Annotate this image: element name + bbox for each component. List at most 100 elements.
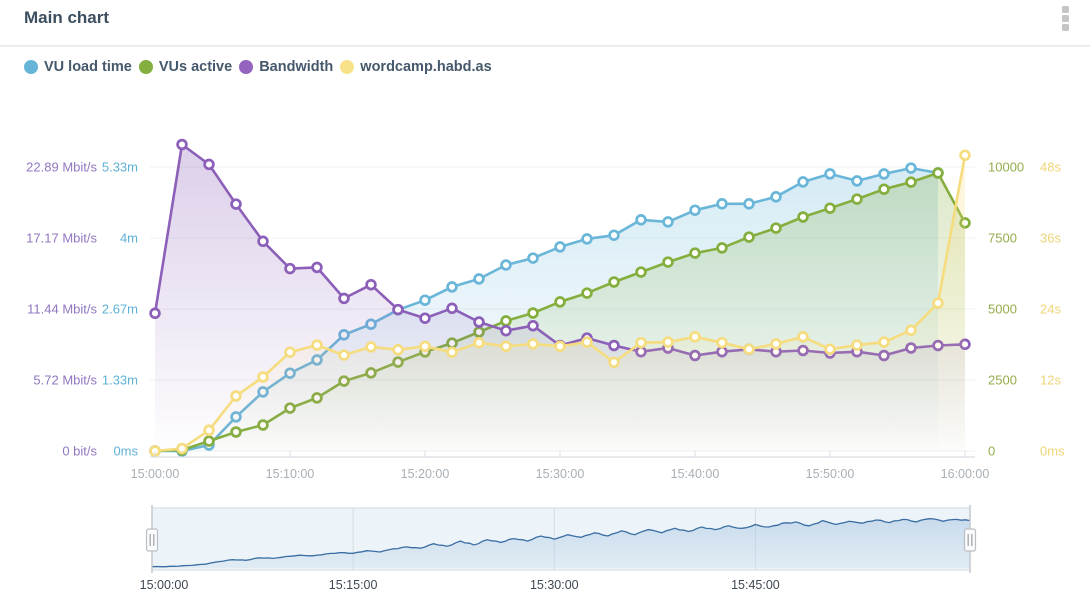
data-point-marker[interactable] (797, 331, 809, 343)
y-axis-label: 7500 (988, 231, 1017, 246)
data-point-marker[interactable] (959, 149, 971, 161)
data-point-marker[interactable] (608, 276, 620, 288)
legend-label: Bandwidth (259, 59, 334, 75)
data-point-marker[interactable] (284, 346, 296, 358)
data-point-marker[interactable] (446, 302, 458, 315)
data-point-marker[interactable] (581, 287, 593, 299)
data-point-marker[interactable] (635, 336, 647, 349)
navigator[interactable] (151, 507, 971, 571)
data-point-marker[interactable] (878, 168, 890, 180)
chart-plot-area[interactable] (150, 122, 975, 457)
data-point-marker[interactable] (203, 424, 215, 437)
data-point-marker[interactable] (230, 390, 242, 402)
data-point-marker[interactable] (635, 214, 647, 226)
data-point-marker[interactable] (716, 198, 728, 210)
data-point-marker[interactable] (500, 324, 512, 337)
data-point-marker[interactable] (608, 339, 620, 352)
data-point-marker[interactable] (905, 162, 917, 174)
legend-item-vus-active[interactable]: VUs active (138, 59, 232, 75)
legend-item-wordcamp-habd-as[interactable]: wordcamp.habd.as (340, 59, 492, 75)
data-point-marker[interactable] (311, 339, 323, 351)
data-point-marker[interactable] (446, 346, 458, 358)
data-point-marker[interactable] (176, 138, 188, 151)
data-point-marker[interactable] (689, 331, 701, 343)
data-point-marker[interactable] (716, 242, 728, 254)
data-point-marker[interactable] (392, 303, 404, 316)
data-point-marker[interactable] (635, 266, 647, 278)
data-point-marker[interactable] (473, 336, 485, 349)
data-point-marker[interactable] (554, 340, 566, 353)
data-point-marker[interactable] (662, 336, 674, 348)
data-point-marker[interactable] (527, 307, 539, 319)
data-point-marker[interactable] (500, 340, 512, 353)
kebab-menu-icon[interactable] (1059, 6, 1071, 32)
data-point-marker[interactable] (689, 204, 701, 216)
legend-item-bandwidth[interactable]: Bandwidth (239, 59, 333, 75)
data-point-marker[interactable] (473, 273, 485, 285)
data-point-marker[interactable] (662, 256, 674, 268)
data-point-marker[interactable] (176, 442, 188, 455)
data-point-marker[interactable] (230, 198, 242, 210)
data-point-marker[interactable] (473, 316, 485, 328)
y-axis-label: 22.89 Mbit/s (26, 160, 97, 175)
navigator-handle-left[interactable] (145, 505, 159, 573)
data-point-marker[interactable] (149, 307, 161, 320)
data-point-marker[interactable] (932, 167, 944, 179)
legend-dot-icon (24, 60, 38, 74)
data-point-marker[interactable] (770, 222, 782, 234)
data-point-marker[interactable] (932, 297, 944, 309)
data-point-marker[interactable] (257, 371, 269, 383)
data-point-marker[interactable] (905, 324, 917, 337)
data-point-marker[interactable] (797, 211, 809, 223)
data-point-marker[interactable] (743, 231, 755, 243)
data-point-marker[interactable] (365, 341, 377, 353)
y-axis-label: 12s (1040, 373, 1061, 388)
series-layer (149, 138, 971, 457)
data-point-marker[interactable] (203, 158, 215, 171)
series-area-fill (155, 155, 965, 451)
data-point-marker[interactable] (527, 252, 539, 264)
data-point-marker[interactable] (581, 336, 593, 348)
data-point-marker[interactable] (338, 292, 350, 305)
data-point-marker[interactable] (878, 183, 890, 195)
data-point-marker[interactable] (824, 343, 836, 355)
data-point-marker[interactable] (851, 193, 863, 205)
data-point-marker[interactable] (824, 168, 836, 180)
data-point-marker[interactable] (257, 235, 269, 248)
data-point-marker[interactable] (770, 191, 782, 203)
data-point-marker[interactable] (554, 296, 566, 308)
data-point-marker[interactable] (581, 233, 593, 245)
data-point-marker[interactable] (419, 312, 431, 324)
data-point-marker[interactable] (662, 216, 674, 228)
data-point-marker[interactable] (743, 343, 755, 355)
data-point-marker[interactable] (392, 344, 404, 356)
data-point-marker[interactable] (554, 241, 566, 253)
data-point-marker[interactable] (851, 175, 863, 187)
data-point-marker[interactable] (797, 176, 809, 188)
data-point-marker[interactable] (851, 339, 863, 351)
navigator-axis-label: 15:15:00 (329, 578, 378, 592)
data-point-marker[interactable] (716, 336, 728, 349)
data-point-marker[interactable] (608, 229, 620, 241)
data-point-marker[interactable] (446, 281, 458, 293)
navigator-svg: 15:00:00 15:15:00 15:30:00 15:45:00 (140, 505, 977, 592)
data-point-marker[interactable] (419, 340, 431, 353)
data-point-marker[interactable] (527, 338, 539, 350)
data-point-marker[interactable] (608, 356, 620, 369)
data-point-marker[interactable] (500, 259, 512, 271)
navigator-handle-right[interactable] (963, 505, 977, 573)
data-point-marker[interactable] (284, 262, 296, 275)
legend-item-vu-load-time[interactable]: VU load time (24, 59, 132, 75)
data-point-marker[interactable] (878, 336, 890, 348)
data-point-marker[interactable] (419, 294, 431, 306)
data-point-marker[interactable] (689, 247, 701, 259)
data-point-marker[interactable] (365, 278, 377, 291)
y-axis-label: 0ms (113, 444, 138, 459)
data-point-marker[interactable] (824, 202, 836, 214)
data-point-marker[interactable] (527, 319, 539, 332)
data-point-marker[interactable] (905, 176, 917, 188)
data-point-marker[interactable] (338, 349, 350, 361)
data-point-marker[interactable] (770, 338, 782, 350)
data-point-marker[interactable] (743, 198, 755, 210)
data-point-marker[interactable] (311, 261, 323, 274)
